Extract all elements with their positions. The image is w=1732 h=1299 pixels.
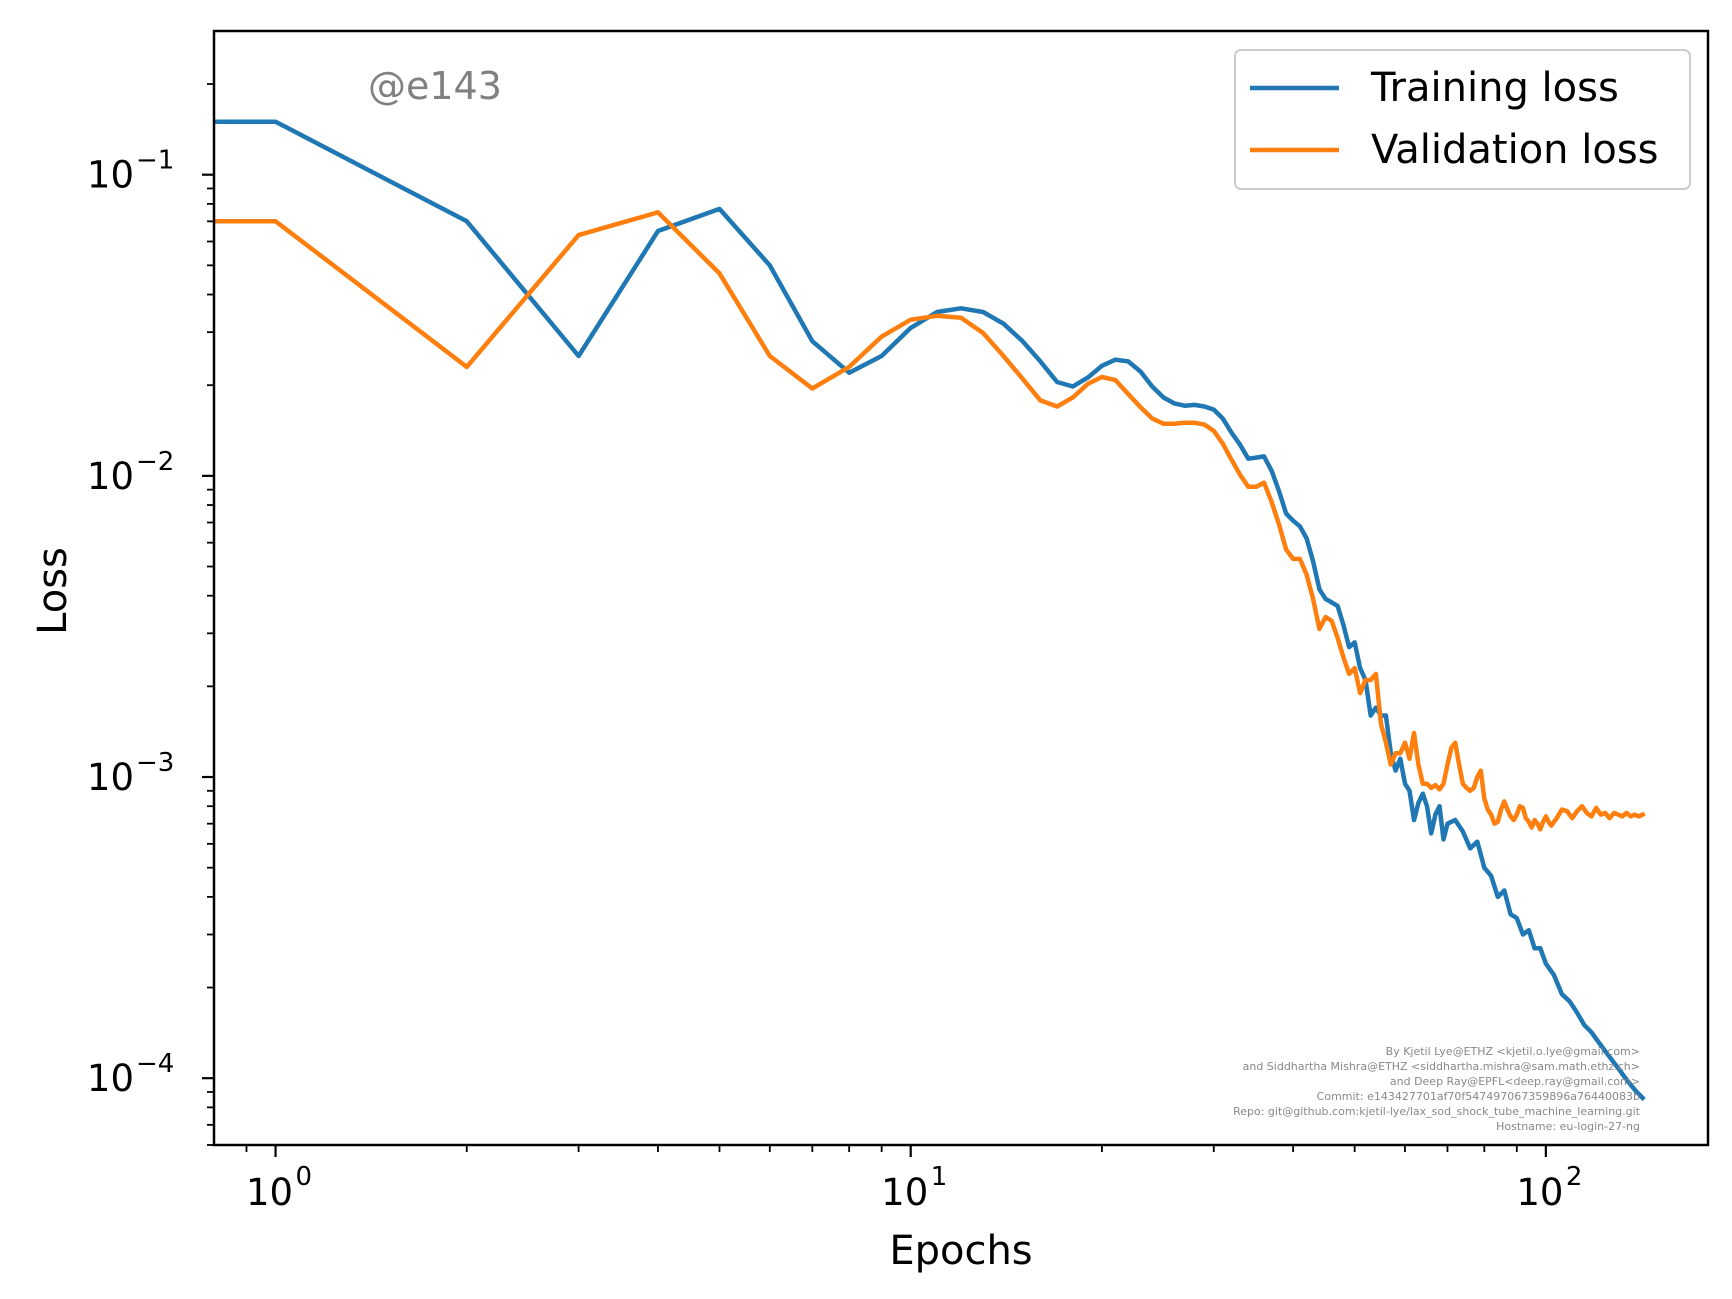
y-tick-label: 10	[87, 1057, 134, 1100]
series-line-validation-loss	[214, 210, 1646, 832]
plot-frame	[212, 29, 1710, 1147]
y-axis-label: Loss	[30, 547, 76, 635]
legend-label-validation: Validation loss	[1371, 127, 1659, 173]
x-axis-ticks: 10 0 10 1 10 2	[246, 1145, 1582, 1214]
series-layer	[214, 119, 1646, 1102]
credit-line: Commit: e143427701af70f547497067359896a7…	[1317, 1090, 1640, 1103]
y-minor-ticks	[207, 83, 214, 1146]
y-tick-exponent: −2	[136, 447, 174, 477]
watermark-text: @e143	[368, 64, 502, 108]
legend-label-training: Training loss	[1370, 65, 1619, 111]
x-tick-exponent: 0	[296, 1162, 313, 1192]
x-minor-ticks	[245, 1145, 1518, 1152]
legend-box	[1234, 49, 1691, 190]
credit-line: and Deep Ray@EPFL<deep.ray@gmail.com>	[1390, 1075, 1640, 1088]
y-tick-exponent: −4	[136, 1049, 174, 1079]
credit-line: Hostname: eu-login-27-ng	[1496, 1120, 1640, 1133]
credit-line: and Siddhartha Mishra@ETHZ <siddhartha.m…	[1243, 1060, 1640, 1073]
x-tick-exponent: 1	[931, 1162, 948, 1192]
x-axis-label: Epochs	[889, 1228, 1032, 1274]
credit-line: Repo: git@github.com:kjetil-lye/lax_sod_…	[1233, 1105, 1641, 1118]
legend: Training loss Validation loss	[1234, 49, 1691, 190]
series-line-training-loss	[214, 119, 1646, 1102]
y-tick-exponent: −3	[136, 748, 174, 778]
credit-line: By Kjetil Lye@ETHZ <kjetil.o.lye@gmail.c…	[1386, 1045, 1640, 1058]
x-tick-exponent: 2	[1566, 1162, 1583, 1192]
y-tick-label: 10	[87, 154, 134, 197]
x-tick-label: 10	[246, 1171, 293, 1214]
credits-block: By Kjetil Lye@ETHZ <kjetil.o.lye@gmail.c…	[1233, 1045, 1641, 1133]
y-axis-ticks: 10−110−210−310−4	[87, 146, 214, 1100]
y-tick-label: 10	[87, 455, 134, 498]
x-tick-label: 10	[1516, 1171, 1563, 1214]
y-tick-exponent: −1	[136, 146, 174, 176]
x-tick-label: 10	[881, 1171, 928, 1214]
y-tick-label: 10	[87, 756, 134, 799]
